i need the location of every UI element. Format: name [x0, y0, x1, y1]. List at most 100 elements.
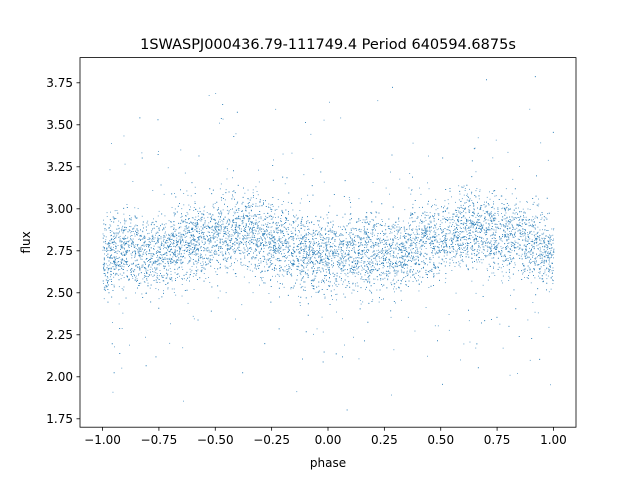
data-point [300, 287, 302, 289]
data-point [520, 232, 522, 233]
data-point [340, 279, 342, 281]
data-point [553, 251, 554, 253]
data-point [542, 259, 544, 261]
data-point [179, 249, 181, 251]
data-point [474, 238, 476, 239]
data-point [160, 257, 162, 259]
data-point [483, 232, 485, 234]
data-point [283, 226, 285, 228]
data-point [474, 254, 476, 256]
data-point [319, 235, 321, 237]
data-point [460, 256, 461, 258]
data-point [139, 266, 140, 268]
data-point [226, 178, 228, 180]
data-point [270, 249, 272, 250]
data-point [171, 238, 173, 240]
data-point [553, 257, 554, 259]
data-point [462, 223, 464, 225]
data-point [373, 224, 374, 226]
data-point [314, 277, 316, 279]
data-point [214, 223, 216, 225]
data-point [549, 238, 551, 239]
data-point [372, 261, 374, 263]
data-point [510, 244, 512, 246]
data-point [243, 237, 245, 238]
data-point [415, 252, 417, 254]
data-point [415, 255, 417, 257]
data-point [240, 228, 242, 230]
data-point [257, 227, 259, 229]
data-point [226, 258, 228, 260]
data-point [177, 246, 179, 248]
data-point [192, 315, 194, 317]
data-point [341, 234, 343, 236]
data-point [549, 261, 550, 263]
data-point [293, 237, 295, 239]
data-point [379, 257, 381, 259]
data-point [271, 218, 273, 220]
data-point [324, 282, 325, 284]
data-point [423, 260, 424, 262]
data-point [522, 230, 524, 232]
data-point [303, 224, 305, 226]
data-point [167, 263, 169, 265]
data-point [403, 268, 405, 269]
data-point [269, 265, 271, 267]
data-point [164, 226, 166, 228]
data-point [351, 265, 353, 267]
data-point [368, 240, 369, 242]
data-point [223, 235, 225, 237]
data-point [229, 266, 231, 267]
data-point [106, 255, 108, 256]
data-point [399, 178, 401, 180]
data-point [209, 282, 211, 283]
data-point [460, 237, 462, 239]
data-point [434, 232, 436, 234]
data-point [507, 245, 508, 247]
data-point [251, 222, 253, 224]
data-point [487, 249, 489, 251]
data-point [371, 271, 373, 273]
data-point [111, 278, 112, 280]
data-point [180, 217, 182, 218]
data-point [162, 277, 163, 278]
data-point [288, 238, 289, 240]
data-point [352, 273, 354, 275]
data-point [251, 248, 253, 250]
data-point [180, 226, 182, 228]
data-point [469, 198, 471, 200]
data-point [444, 200, 446, 202]
data-point [163, 239, 165, 240]
data-point [309, 245, 311, 247]
data-point [219, 218, 221, 220]
data-point [379, 240, 381, 242]
data-point [476, 230, 478, 232]
data-point [468, 237, 470, 239]
data-point [206, 212, 208, 213]
data-point [472, 226, 474, 228]
data-point [195, 250, 197, 251]
data-point [180, 259, 182, 261]
data-point [214, 249, 216, 251]
data-point [481, 225, 483, 227]
data-point [326, 249, 328, 250]
data-point [179, 249, 181, 251]
data-point [332, 273, 334, 275]
data-point [249, 230, 250, 232]
data-point [184, 245, 186, 247]
data-point [453, 236, 455, 238]
data-point [484, 217, 486, 219]
data-point [194, 226, 196, 228]
data-point [458, 199, 460, 201]
data-point [172, 235, 174, 237]
data-point [510, 251, 512, 253]
data-point [417, 257, 419, 259]
data-point [444, 282, 446, 284]
data-point [142, 264, 144, 266]
data-point [437, 252, 438, 254]
data-point [471, 215, 473, 216]
data-point [143, 253, 145, 255]
data-point [264, 233, 265, 234]
data-point [308, 229, 310, 230]
data-point [525, 236, 527, 238]
